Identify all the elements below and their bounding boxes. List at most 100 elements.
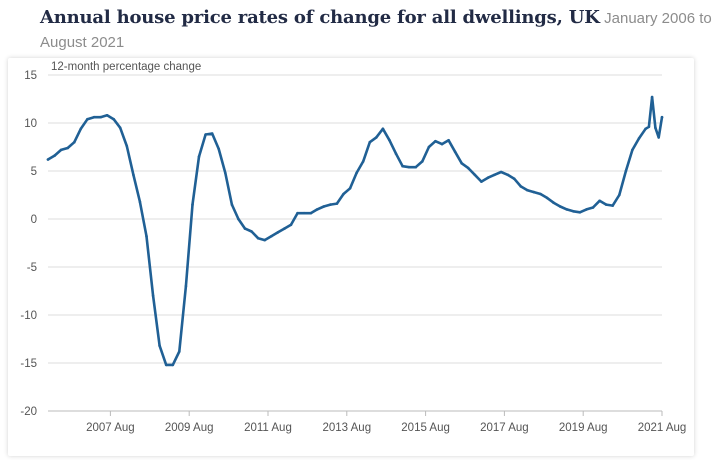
data-point — [512, 177, 516, 180]
data-point — [427, 145, 431, 149]
data-point — [276, 231, 280, 234]
data-point — [493, 173, 496, 177]
data-point — [585, 208, 588, 211]
y-tick-label: 10 — [24, 118, 37, 130]
data-point — [171, 363, 175, 367]
data-point — [329, 203, 332, 206]
data-point — [660, 115, 664, 119]
data-point — [335, 202, 339, 205]
data-point — [118, 126, 122, 130]
data-point — [355, 171, 358, 175]
data-point — [434, 139, 437, 143]
data-point — [552, 201, 555, 204]
data-point — [73, 140, 76, 144]
data-point — [506, 173, 510, 177]
data-point — [565, 208, 569, 211]
data-point — [578, 211, 582, 214]
line-chart: 15 10 5 0 -5 -10 -15 -20 2007 Aug 2009 Aug 2011 A… — [20, 61, 687, 434]
x-tick-label: 2017 Aug — [480, 422, 529, 434]
data-point — [217, 147, 220, 151]
data-point — [99, 115, 102, 119]
data-point — [86, 117, 89, 121]
data-point — [59, 148, 63, 152]
data-point — [647, 125, 651, 129]
data-point — [526, 188, 529, 192]
chart-title: Annual house price rates of change for a… — [40, 7, 600, 28]
data-point — [361, 160, 365, 163]
y-tick-label: 0 — [31, 214, 37, 226]
data-point — [112, 117, 115, 121]
data-point — [401, 164, 404, 168]
chart-card: 15 10 5 0 -5 -10 -15 -20 2007 Aug 2009 Aug 2011 A… — [8, 58, 694, 456]
x-tick-label: 2007 Aug — [86, 422, 135, 434]
data-point — [631, 148, 634, 152]
data-point — [453, 150, 457, 154]
data-point — [375, 136, 378, 139]
data-point — [407, 165, 411, 169]
data-point — [473, 173, 477, 177]
gridlines — [48, 74, 662, 412]
data-point — [460, 162, 464, 165]
data-point — [145, 235, 148, 238]
data-point — [250, 230, 253, 233]
data-point — [204, 133, 207, 136]
data-point — [421, 160, 424, 163]
data-point — [654, 126, 657, 130]
y-tick-label: -15 — [20, 358, 37, 370]
data-point — [657, 136, 660, 139]
y-tick-label: -20 — [20, 406, 37, 418]
data-point — [283, 227, 286, 230]
y-tick-label: 5 — [31, 166, 37, 178]
data-point — [230, 203, 234, 206]
data-point — [256, 236, 260, 240]
data-point — [224, 171, 227, 175]
data-point — [315, 208, 319, 211]
data-point — [591, 206, 595, 209]
data-point — [309, 211, 313, 215]
x-tick-label: 2015 Aug — [401, 422, 450, 434]
data-point — [132, 173, 135, 177]
data-point — [624, 169, 628, 173]
data-point — [618, 193, 621, 197]
data-point — [270, 235, 273, 238]
data-point — [322, 205, 326, 208]
data-point — [650, 95, 654, 99]
data-point — [178, 350, 181, 353]
x-tick-label: 2011 Aug — [244, 422, 292, 434]
data-point — [532, 190, 536, 194]
data-point — [125, 144, 129, 148]
y-tick-label: -5 — [27, 262, 37, 274]
data-point — [164, 363, 168, 367]
data-point — [394, 152, 398, 155]
data-point — [66, 146, 69, 150]
data-point — [558, 205, 562, 208]
data-point — [499, 170, 503, 174]
data-point — [53, 154, 56, 157]
data-point — [440, 142, 444, 146]
data-point — [637, 137, 641, 140]
data-point — [79, 127, 83, 131]
data-point — [296, 211, 299, 215]
y-axis-label: 12-month percentage change — [51, 61, 201, 73]
chart-subtitle: January 2006 to August 2021 — [40, 10, 712, 51]
data-point — [197, 155, 201, 158]
data-point — [572, 210, 575, 213]
data-point — [447, 139, 450, 142]
data-point — [486, 176, 490, 179]
data-point — [92, 115, 96, 119]
data-point — [414, 165, 418, 169]
data-point — [105, 114, 109, 117]
data-point — [348, 187, 352, 190]
data-point — [46, 158, 50, 161]
data-point — [263, 238, 266, 242]
x-tick-label: 2021 Aug — [638, 422, 687, 434]
data-point — [210, 132, 214, 135]
series-line — [46, 95, 664, 367]
y-tick-label: -10 — [20, 310, 37, 322]
y-tick-label: 15 — [24, 70, 37, 82]
data-point — [158, 344, 161, 348]
data-point — [539, 192, 542, 196]
data-point — [467, 166, 470, 170]
chart-header: Annual house price rates of change for a… — [40, 6, 712, 55]
data-point — [644, 127, 647, 131]
